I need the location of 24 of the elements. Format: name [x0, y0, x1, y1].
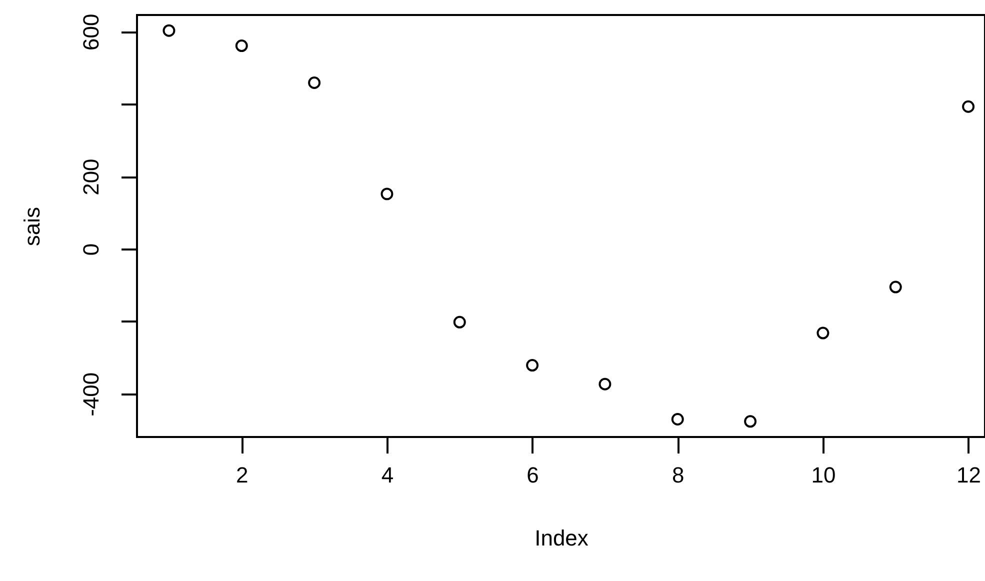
point [671, 413, 684, 426]
x-axis-title: Index [534, 526, 588, 550]
point [453, 316, 466, 328]
point [380, 188, 394, 200]
x-tick-label: 4 [381, 462, 394, 488]
point [816, 326, 830, 340]
y-tick-label: 600 [78, 14, 104, 51]
x-tick-label: 2 [236, 462, 248, 488]
y-tick-label: 0 [78, 243, 104, 256]
point [235, 40, 248, 52]
point [744, 415, 757, 428]
point [962, 100, 975, 113]
y-axis-title: sais [20, 206, 44, 246]
x-tick-label: 10 [811, 462, 836, 488]
point [308, 76, 321, 89]
x-tick-label: 8 [672, 462, 684, 488]
x-tick-label: 6 [526, 462, 539, 488]
point [162, 24, 176, 37]
y-tick-label: 200 [78, 158, 104, 196]
point [598, 378, 612, 390]
point [889, 280, 902, 294]
x-tick-label: 12 [956, 462, 982, 488]
point [526, 359, 539, 372]
y-tick-label: -400 [78, 372, 104, 416]
